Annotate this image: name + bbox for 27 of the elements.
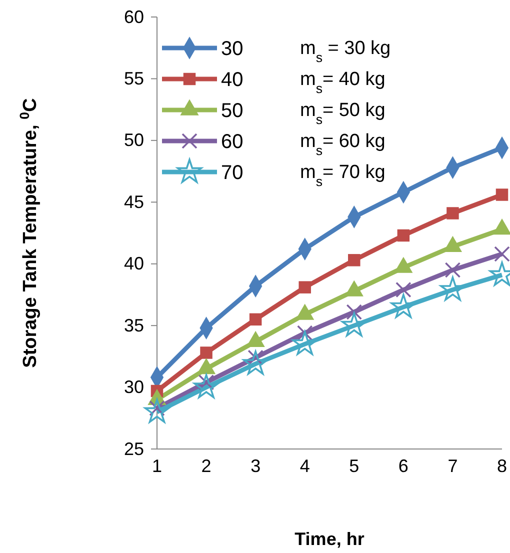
x-tick-label: 1 (152, 456, 162, 476)
annotation: m$_{s}$= 70 kg (300, 162, 386, 188)
annotation: m$_{s}$= 60 kg (300, 131, 386, 158)
y-tick-label: 35 (124, 315, 144, 336)
x-tick-label: 2 (201, 456, 212, 476)
x-axis-title: Time, hr (294, 529, 364, 549)
annotation: m$_{s}$= 40 kg (300, 69, 386, 96)
x-tick-label: 6 (398, 456, 408, 476)
y-tick-label: 45 (124, 192, 144, 212)
x-tick-label: 8 (496, 456, 508, 476)
legend-label: 30 (221, 38, 244, 60)
y-tick-label: 60 (124, 6, 144, 27)
x-tick-label: 3 (250, 456, 261, 476)
legend-label: 50 (221, 100, 244, 122)
y-tick-label: 50 (124, 130, 144, 150)
y-tick-label: 55 (124, 68, 144, 88)
x-tick-label: 4 (300, 456, 310, 476)
x-tick-label: 5 (349, 456, 360, 476)
annotation: m$_{s}$ = 30 kg (300, 38, 391, 64)
legend-label: 60 (221, 131, 244, 153)
y-tick-label: 25 (124, 438, 144, 459)
y-tick-label: 30 (124, 377, 144, 398)
annotation: m$_{s}$= 50 kg (300, 100, 386, 126)
x-tick-label: 7 (448, 456, 458, 476)
y-tick-label: 40 (124, 254, 144, 274)
legend-label: 40 (221, 69, 244, 91)
legend-label: 70 (221, 162, 244, 184)
